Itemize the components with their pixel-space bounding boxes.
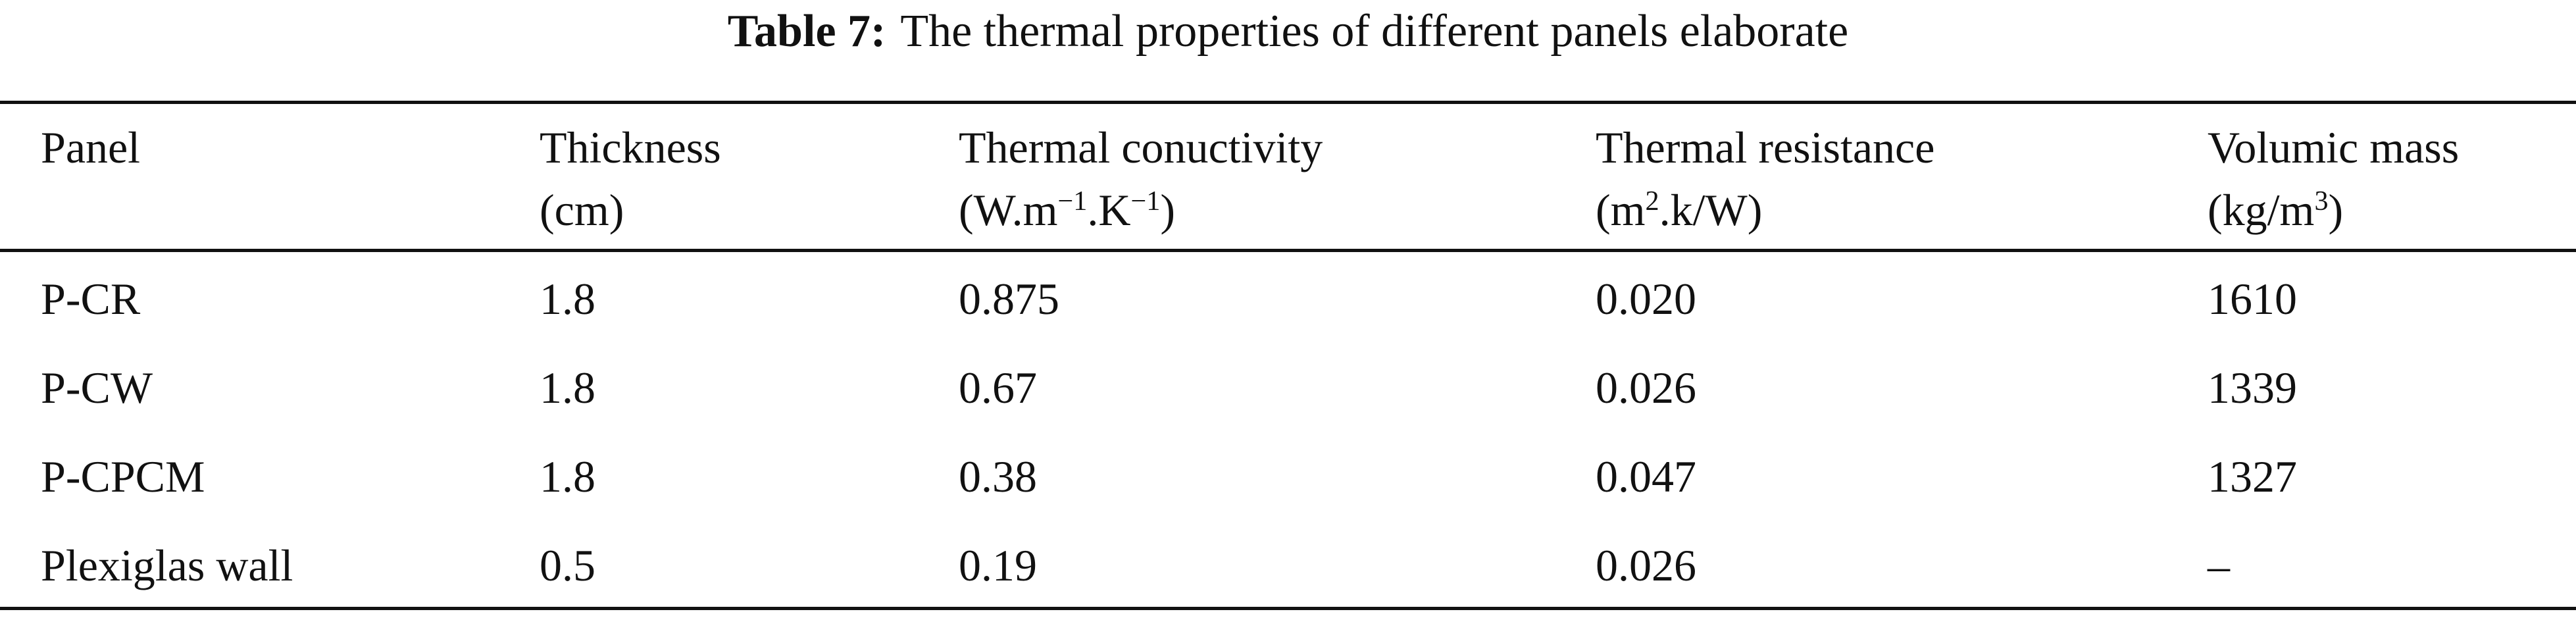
table-cell: 0.020 — [1596, 274, 1696, 324]
table-cell: 0.19 — [959, 540, 1037, 590]
header-cell: Panel — [41, 122, 141, 172]
header-unit: (W.m−1.K−1) — [959, 185, 1175, 235]
header-cell: Thermal conuctivity — [959, 122, 1323, 172]
header-cell: Thickness — [540, 122, 721, 172]
header-unit: (m2.k/W) — [1596, 185, 1763, 235]
unit-text: ) — [2328, 185, 2344, 235]
unit-text: (kg/m — [2208, 185, 2315, 235]
bottom-rule — [0, 607, 2576, 610]
table-cell: 1.8 — [540, 274, 595, 324]
unit-exponent: 2 — [1645, 185, 1659, 217]
table-cell: Plexiglas wall — [41, 540, 293, 590]
table-cell: 0.67 — [959, 363, 1037, 413]
unit-exponent: −1 — [1130, 185, 1161, 217]
table-cell: 1610 — [2208, 274, 2297, 324]
unit-text: (W.m — [959, 185, 1058, 235]
table-cell: P-CR — [41, 274, 141, 324]
header-rule — [0, 249, 2576, 252]
table-cell: – — [2208, 540, 2230, 590]
header-unit: (kg/m3) — [2208, 185, 2344, 235]
caption-text: The thermal properties of different pane… — [900, 6, 1849, 57]
table-cell: 0.5 — [540, 540, 595, 590]
table-cell: 1.8 — [540, 451, 595, 502]
table-cell: 0.026 — [1596, 540, 1696, 590]
header-unit: (cm) — [540, 188, 624, 232]
caption-label: Table 7: — [727, 6, 886, 57]
unit-text: ) — [1160, 185, 1175, 235]
unit-text: (cm) — [540, 185, 624, 235]
table-cell: P-CPCM — [41, 451, 205, 502]
top-rule — [0, 101, 2576, 104]
table-cell: 0.38 — [959, 451, 1037, 502]
unit-text: (m — [1596, 185, 1646, 235]
unit-exponent: 3 — [2314, 185, 2329, 217]
header-cell: Thermal resistance — [1596, 122, 1935, 172]
unit-text: .K — [1087, 185, 1131, 235]
table-cell: 0.875 — [959, 274, 1059, 324]
table-cell: P-CW — [41, 363, 153, 413]
unit-text: .k/W) — [1659, 185, 1763, 235]
table-caption: Table 7: The thermal properties of differ… — [0, 5, 2576, 58]
table-cell: 1327 — [2208, 451, 2297, 502]
table-cell: 0.026 — [1596, 363, 1696, 413]
table-cell: 0.047 — [1596, 451, 1696, 502]
table-cell: 1.8 — [540, 363, 595, 413]
header-cell: Volumic mass — [2208, 122, 2460, 172]
unit-exponent: −1 — [1057, 185, 1088, 217]
table-cell: 1339 — [2208, 363, 2297, 413]
